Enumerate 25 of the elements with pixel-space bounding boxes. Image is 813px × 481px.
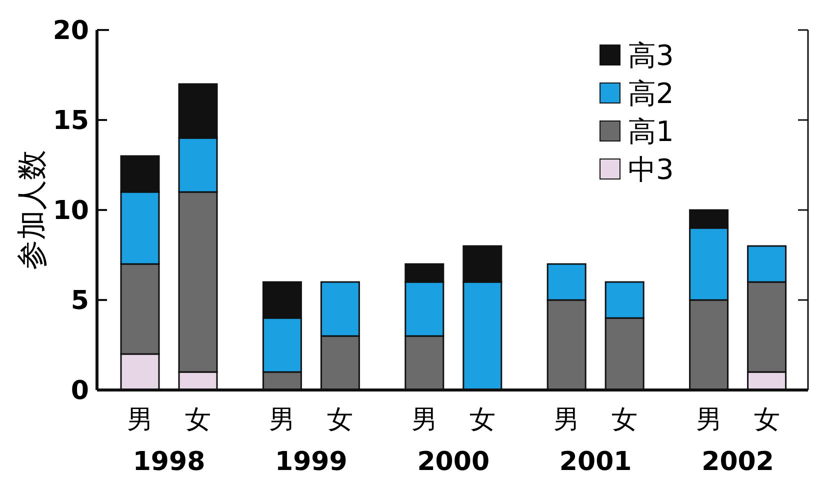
legend-label: 中3: [628, 153, 674, 186]
x-tick-label: 男: [127, 405, 153, 435]
y-tick-label: 20: [52, 16, 89, 46]
text: 1999: [275, 447, 348, 477]
legend-label: 高2: [628, 77, 674, 110]
x-tick-label: 女: [327, 405, 354, 435]
y-axis-title: 参加人数: [15, 150, 50, 270]
x-tick-label: 女: [612, 405, 638, 435]
x-tick-label: 男: [554, 405, 580, 435]
text: 2002: [702, 447, 774, 477]
legend-label: 高3: [628, 39, 674, 72]
x-tick-label: 男: [696, 405, 722, 435]
text: 2001: [559, 447, 632, 477]
x-tick-label: 男: [411, 405, 438, 435]
y-tick-label: 5: [70, 286, 89, 316]
y-tick-label: 0: [70, 376, 89, 406]
text: 2000: [417, 447, 490, 477]
legend-label: 高1: [628, 115, 674, 148]
x-tick-label: 女: [754, 405, 780, 435]
x-tick-label: 女: [185, 405, 211, 435]
x-tick-label: 女: [469, 405, 496, 435]
y-tick-label: 15: [52, 106, 89, 136]
y-tick-label: 10: [52, 196, 89, 226]
text: 1998: [132, 447, 206, 477]
x-tick-label: 男: [269, 405, 296, 435]
